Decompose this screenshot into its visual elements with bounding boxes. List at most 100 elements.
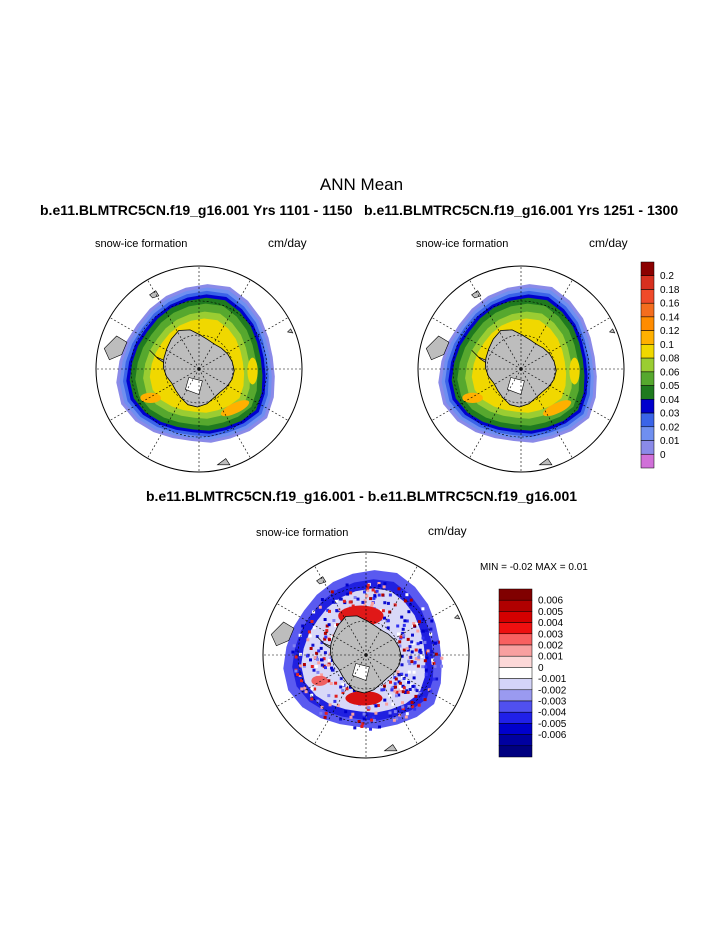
map-panel-diff-outline <box>262 551 470 759</box>
panel1-units-label: cm/day <box>268 236 307 250</box>
map-panel-diff-field-cell <box>375 589 379 593</box>
map-panel-diff-field-cell <box>360 725 364 728</box>
map-panel-diff-field-cell <box>401 705 405 709</box>
map-panel-diff-field-cell <box>342 599 346 603</box>
map-panel-diff-field-cell <box>361 600 365 604</box>
colorbar-main-tick-label: 0 <box>660 450 666 461</box>
map-panel-diff-field-cell <box>399 635 403 639</box>
map-panel-diff-field-cell <box>320 598 324 601</box>
map-panel-diff-field-cell <box>383 601 387 605</box>
colorbar-main-tick-label: 0.03 <box>660 409 680 420</box>
map-panel-2-meridian <box>431 317 522 370</box>
map-panel-diff-field-cell <box>322 657 326 661</box>
map-panel-2-patch-weddell <box>462 392 483 403</box>
map-panel-diff-field-cell <box>417 655 421 659</box>
map-panel-diff-field-cell <box>413 624 417 628</box>
map-panel-diff-field-cell <box>302 663 306 666</box>
map-panel-1-meridian <box>198 368 289 421</box>
map-panel-diff-field-cell <box>334 599 338 603</box>
colorbar-main-swatch <box>640 344 655 359</box>
map-panel-diff-field-cell <box>421 617 425 621</box>
map-panel-1-meridian <box>198 279 251 370</box>
map-panel-diff-field-cell <box>400 615 404 619</box>
colorbar-main-swatch <box>640 412 655 428</box>
map-panel-diff-field-cell <box>338 597 342 601</box>
colorbar-main-swatch <box>640 289 655 304</box>
map-panel-1-meridian <box>147 368 200 459</box>
map-panel-diff-field-cell <box>405 647 409 651</box>
panel2-units-label: cm/day <box>589 236 628 250</box>
map-panel-diff-field-cell <box>401 690 405 694</box>
map-panel-1-patch-east <box>247 357 258 385</box>
map-panel-diff-field-cell <box>427 651 430 655</box>
map-panel-diff-field-cell <box>421 629 425 633</box>
panel3-units-label: cm/day <box>428 524 467 538</box>
map-panel-diff-field-cell <box>417 703 421 707</box>
colorbar-diff-swatch <box>498 588 533 601</box>
map-panel-diff-field-cell <box>402 633 406 637</box>
map-panel-diff-field-cell <box>377 593 381 597</box>
map-panel-diff-field-cell <box>421 607 425 611</box>
map-panel-diff-field-cell <box>333 699 337 703</box>
map-panel-diff-field-cell <box>312 668 316 672</box>
map-panel-diff-field-cell <box>345 583 349 587</box>
map-panel-diff-field-cell <box>308 634 312 638</box>
map-panel-diff-field-cell <box>424 668 428 672</box>
map-panel-diff-field-cell <box>396 670 400 674</box>
map-panel-diff-field-cell <box>397 693 401 697</box>
map-panel-diff-field-cell <box>351 712 355 716</box>
case-title-left: b.e11.BLMTRC5CN.f19_g16.001 Yrs 1101 - 1… <box>40 202 353 218</box>
map-panel-diff-field-cell <box>386 626 390 630</box>
colorbar-diff-swatch <box>498 611 533 623</box>
map-panel-diff-field-cell <box>304 690 308 694</box>
map-panel-diff-field-cell <box>311 643 315 647</box>
colorbar-diff-tick-label: -0.004 <box>538 708 567 719</box>
map-panel-diff-field-cell <box>401 701 404 705</box>
map-panel-1 <box>95 265 303 473</box>
map-panel-diff-field-cell <box>294 655 298 659</box>
map-panel-diff-field-cell <box>407 680 411 684</box>
map-panel-diff-field-cell <box>388 711 392 715</box>
map-panel-diff-field-cell <box>363 714 367 718</box>
map-panel-2-patch-ross <box>542 400 572 417</box>
map-panel-diff-field-cell <box>421 636 425 640</box>
map-panel-diff-meridian <box>365 565 418 656</box>
map-panel-diff-field-cell <box>397 673 401 677</box>
map-panel-diff-field-cell <box>320 673 323 677</box>
map-panel-diff-field-cell <box>323 631 327 635</box>
colorbar-diff-tick-label: 0.001 <box>538 652 563 663</box>
map-panel-diff-field-cell <box>429 627 433 631</box>
colorbar-main-swatch <box>640 426 655 441</box>
colorbar-diff-swatch <box>498 678 533 691</box>
map-panel-diff-field-cell <box>349 685 352 689</box>
case-title-right: b.e11.BLMTRC5CN.f19_g16.001 Yrs 1251 - 1… <box>364 202 679 218</box>
map-panel-diff-field-cell <box>291 650 295 654</box>
map-panel-diff-field-cell <box>377 582 381 585</box>
colorbar-diff-tick-label: -0.006 <box>538 730 567 741</box>
map-panel-2-patch-east <box>569 357 580 385</box>
colorbar-main-tick-label: 0.2 <box>660 271 674 282</box>
map-panel-diff-field-cell <box>386 619 390 623</box>
map-panel-diff-field-cell <box>424 665 428 669</box>
map-panel-diff-field-cell <box>326 663 330 667</box>
map-panel-diff-field-cell <box>403 599 407 603</box>
map-panel-diff-field-cell <box>380 609 383 612</box>
map-panel-diff-field-cell <box>328 703 332 707</box>
map-panel-diff-field-cell <box>298 633 302 637</box>
map-panel-diff-meridian <box>276 603 367 656</box>
map-panel-diff-field-cell <box>329 658 333 662</box>
map-panel-diff-field-cell <box>334 681 338 685</box>
map-panel-diff-field-cell <box>300 687 304 691</box>
colorbar-main-swatch <box>640 330 655 345</box>
map-panel-diff-field-cell <box>401 635 405 639</box>
colorbar-main-tick-label: 0.14 <box>660 312 680 323</box>
map-panel-diff-field-cell <box>393 689 397 693</box>
map-panel-diff-field-cell <box>414 694 418 698</box>
map-panel-diff-field-cell <box>313 687 317 691</box>
map-panel-diff-field-cell <box>341 683 345 687</box>
map-panel-diff-field-cell <box>334 590 337 594</box>
map-panel-diff-field-cell <box>429 689 433 693</box>
map-panel-diff-field-cell <box>336 623 339 627</box>
map-panel-diff-field-cell <box>402 623 406 627</box>
